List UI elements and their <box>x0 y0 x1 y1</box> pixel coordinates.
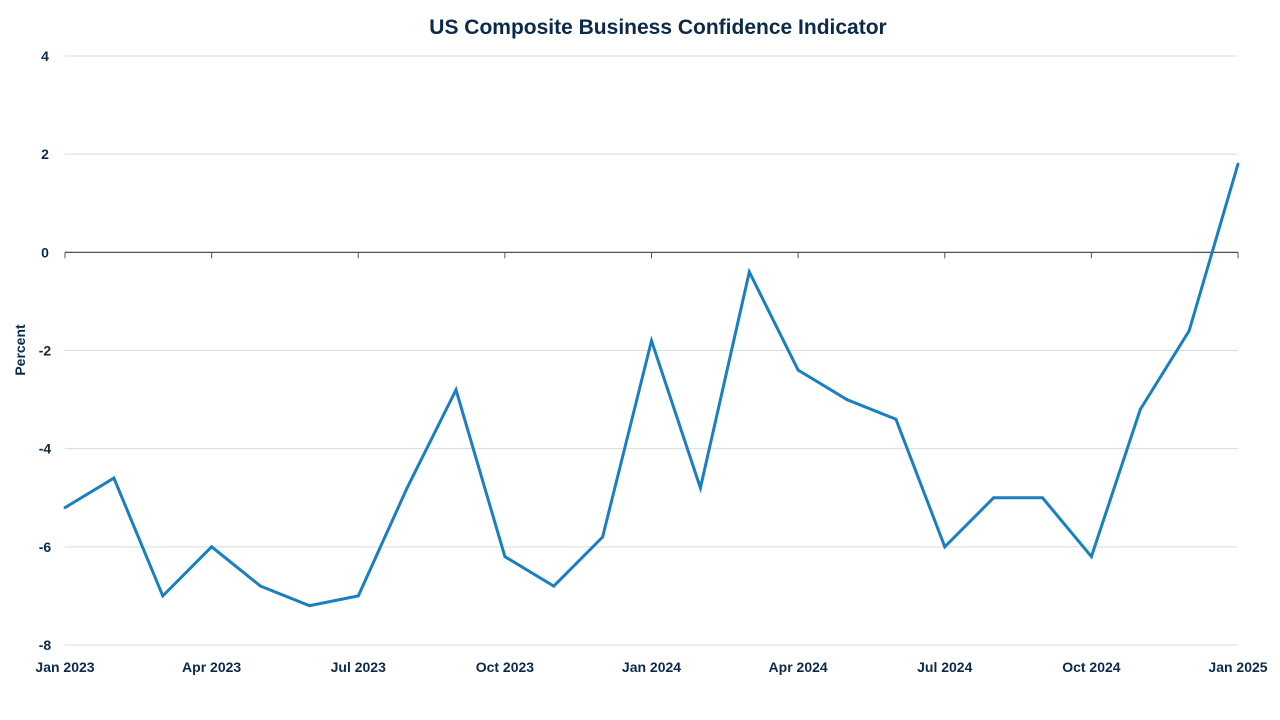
data-point <box>161 594 165 598</box>
data-point <box>63 506 67 509</box>
data-point <box>552 584 556 588</box>
data-point <box>894 417 898 421</box>
y-tick-label: -8 <box>39 637 52 653</box>
y-tick-label: 2 <box>41 146 49 162</box>
data-point <box>405 486 409 490</box>
series-layer <box>63 162 1240 608</box>
y-tick-label: 4 <box>41 48 49 64</box>
x-tick-label: Jul 2024 <box>917 659 972 675</box>
x-tick-label: Jul 2023 <box>331 659 386 675</box>
y-axis-label: Percent <box>12 324 28 376</box>
data-point <box>454 388 458 392</box>
data-point <box>259 584 262 588</box>
x-tick-label: Oct 2023 <box>476 659 535 675</box>
data-point <box>1041 496 1044 500</box>
data-point <box>845 398 849 401</box>
data-point <box>1138 408 1142 411</box>
data-point <box>650 339 653 343</box>
data-point <box>698 486 702 490</box>
data-point <box>747 270 751 274</box>
x-tick-label: Apr 2023 <box>182 659 241 675</box>
x-tick-label: Jan 2025 <box>1208 659 1267 675</box>
y-tick-label: 0 <box>41 244 49 260</box>
gridlines <box>65 55 1238 646</box>
data-point <box>1187 329 1191 333</box>
data-point <box>307 604 311 608</box>
chart-title: US Composite Business Confidence Indicat… <box>429 16 886 39</box>
data-point <box>992 496 996 500</box>
x-tick-label: Apr 2024 <box>769 659 828 675</box>
data-point <box>503 555 507 559</box>
y-axis-ticks: 4 2 0 -2 -4 -6 -8 <box>39 48 52 653</box>
data-point <box>1236 162 1240 166</box>
data-point <box>210 545 214 549</box>
x-tick-label: Jan 2023 <box>35 659 94 675</box>
y-tick-label: -4 <box>39 441 52 457</box>
data-point <box>356 594 360 598</box>
data-point <box>796 368 800 372</box>
y-tick-label: -6 <box>39 539 52 555</box>
x-tick-label: Jan 2024 <box>622 659 681 675</box>
series-line <box>64 163 1240 608</box>
y-tick-label: -2 <box>39 343 52 359</box>
data-point <box>1089 555 1093 559</box>
data-point <box>601 535 605 539</box>
x-axis-ticks: Jan 2023 Apr 2023 Jul 2023 Oct 2023 Jan 2024… <box>35 252 1268 675</box>
x-tick-label: Oct 2024 <box>1062 659 1121 675</box>
data-point <box>943 545 947 549</box>
data-point <box>112 476 116 480</box>
